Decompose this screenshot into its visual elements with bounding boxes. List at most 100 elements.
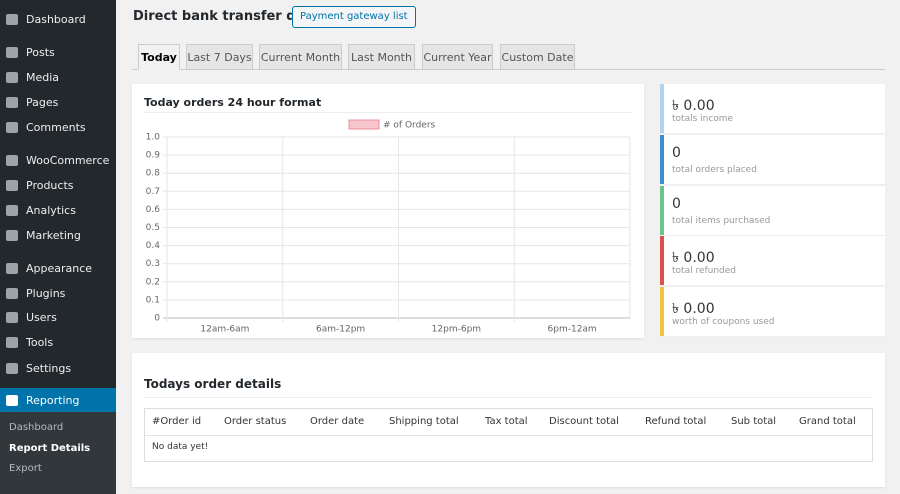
orders-table <box>144 408 873 462</box>
menu-item[interactable]: Media <box>0 65 116 90</box>
submenu-item[interactable]: Export <box>9 463 42 474</box>
chart: 0 0.1 0.2 0.3 0.4 0.5 0.6 0.7 0.8 0.9 1.0 12am-6am 6… <box>146 119 631 335</box>
column-header: Order status <box>224 416 287 427</box>
stat: ৳ 0.00 worth of coupons used <box>660 287 885 338</box>
orders-title: Todays order details <box>144 377 282 391</box>
gateway-button[interactable]: Payment gateway list <box>292 6 416 28</box>
tab[interactable]: Last Month <box>348 44 415 70</box>
menu-label: Users <box>26 311 57 324</box>
stat-value: ৳ 0.00 <box>672 301 715 318</box>
menu-label: Products <box>26 179 74 192</box>
menu-item[interactable]: Products <box>0 173 116 198</box>
chart-card <box>132 84 644 338</box>
menu-item[interactable]: Dashboard <box>0 7 116 32</box>
menu-label: Posts <box>26 46 55 59</box>
stat-label: worth of coupons used <box>672 317 775 328</box>
tab[interactable]: Today <box>138 44 180 70</box>
menu-label: WooCommerce <box>26 154 110 167</box>
x-tick-label: 12am-6am <box>200 325 249 335</box>
menu-label: Plugins <box>26 287 66 300</box>
menu-item[interactable]: Marketing <box>0 223 116 248</box>
sidebar: Dashboard Posts Media Pages Comments WooComme… <box>0 0 116 494</box>
divider <box>144 397 873 398</box>
menu-icon <box>6 363 18 374</box>
page-title: Direct bank transfer details <box>133 9 336 24</box>
stat-label: total orders placed <box>672 164 757 175</box>
menu-item[interactable]: Users <box>0 305 116 330</box>
stat-value: 0 <box>672 195 681 212</box>
legend-label: # of Orders <box>383 121 436 131</box>
column-header: Discount total <box>549 416 619 427</box>
menu-icon <box>6 97 18 108</box>
y-tick-label: 0.3 <box>146 259 160 269</box>
x-tick-label: 12pm-6pm <box>432 325 481 335</box>
menu-label: Marketing <box>26 229 81 242</box>
menu-label: Comments <box>26 121 86 134</box>
submenu-item[interactable]: Dashboard <box>9 422 64 433</box>
chart-title: Today orders 24 hour format <box>144 96 322 109</box>
menu-icon <box>6 155 18 166</box>
column-header: Grand total <box>799 416 856 427</box>
menu-label: Media <box>26 71 60 84</box>
y-tick-label: 0.5 <box>146 223 160 233</box>
menu-icon <box>6 395 18 406</box>
menu-label: Analytics <box>26 204 76 217</box>
stat-value: ৳ 0.00 <box>672 250 715 267</box>
menu-item[interactable]: Comments <box>0 115 116 140</box>
stat-label: totals income <box>672 114 734 124</box>
menu-icon <box>6 72 18 83</box>
menu-item[interactable]: Posts <box>0 40 116 65</box>
menu-icon <box>6 312 18 323</box>
y-tick-label: 0.8 <box>146 169 161 179</box>
y-tick-label: 0.9 <box>146 151 161 161</box>
column-header: Tax total <box>485 416 528 427</box>
tab[interactable]: Current Month <box>259 44 342 70</box>
stat-value: ৳ 0.00 <box>672 98 715 114</box>
column-header: Sub total <box>731 416 777 427</box>
tab[interactable]: Last 7 Days <box>186 44 253 70</box>
menu-icon <box>6 180 18 191</box>
x-tick-label: 6pm-12am <box>548 325 597 335</box>
menu-item[interactable]: WooCommerce <box>0 148 116 173</box>
stat: 0 total orders placed <box>660 134 885 185</box>
tab[interactable]: Current Year <box>422 44 493 70</box>
menu-label: Pages <box>26 96 59 109</box>
empty-message: No data yet! <box>152 442 209 452</box>
menu-label: Tools <box>26 336 54 349</box>
menu-icon <box>6 205 18 216</box>
menu-label: Dashboard <box>26 13 86 26</box>
menu-item[interactable]: Reporting System <box>0 388 116 432</box>
y-tick-label: 1.0 <box>146 133 161 143</box>
menu-item[interactable]: Plugins <box>0 281 116 306</box>
stat: ৳ 0.00 totals income <box>660 84 885 134</box>
y-tick-label: 0.4 <box>146 241 161 251</box>
stat-accent <box>660 134 664 184</box>
column-header: Shipping total <box>389 416 459 427</box>
stat: 0 total items purchased <box>660 185 885 236</box>
y-tick-label: 0 <box>154 314 160 324</box>
y-tick-label: 0.6 <box>146 205 161 215</box>
menu-item[interactable]: Analytics <box>0 198 116 223</box>
menu-icon <box>6 337 18 348</box>
column-header: #Order id <box>152 416 202 427</box>
divider <box>144 112 632 113</box>
stat-accent <box>660 236 664 286</box>
x-tick-label: 6am-12pm <box>316 325 365 335</box>
y-tick-label: 0.1 <box>146 295 160 305</box>
menu-item[interactable]: Pages <box>0 90 116 115</box>
menu-icon <box>6 14 18 25</box>
tab[interactable]: Custom Date <box>500 44 575 70</box>
row-line <box>145 435 872 436</box>
menu-item[interactable]: Appearance <box>0 256 116 281</box>
column-header: Refund total <box>645 416 707 427</box>
stat-label: total items purchased <box>672 215 771 226</box>
menu-label: Appearance <box>26 262 93 275</box>
legend-swatch <box>348 119 380 130</box>
stat-accent <box>660 287 664 337</box>
menu-item[interactable]: Settings <box>0 356 116 381</box>
submenu-item[interactable]: Report Details <box>9 443 91 454</box>
menu-item[interactable]: Tools <box>0 330 116 355</box>
menu-icon <box>6 122 18 133</box>
menu-icon <box>6 263 18 274</box>
stat: ৳ 0.00 total refunded <box>660 236 885 287</box>
